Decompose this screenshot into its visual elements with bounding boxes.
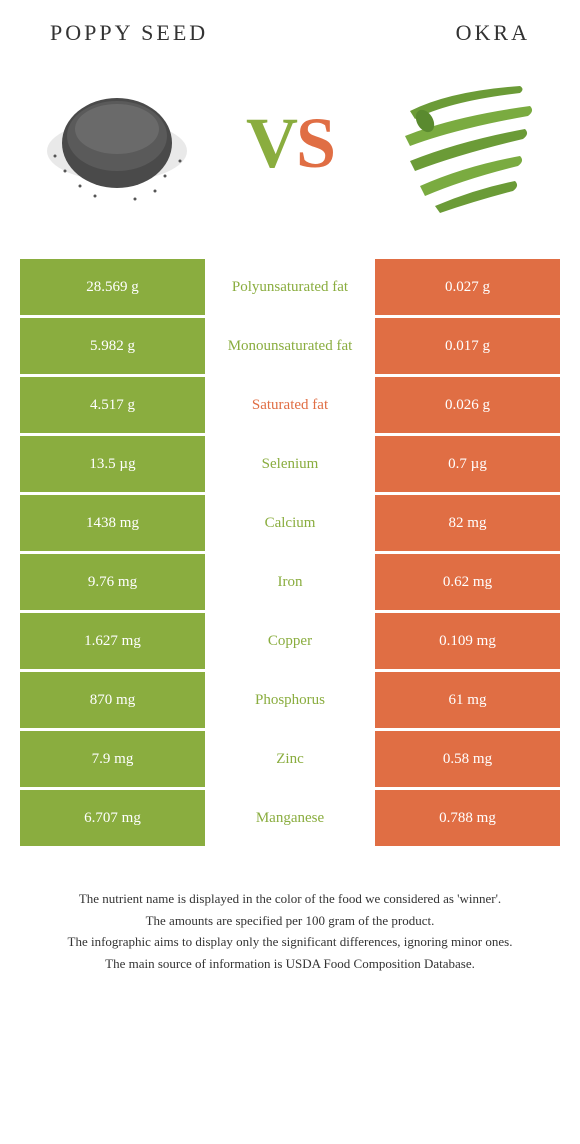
left-value-cell: 4.517 g (20, 377, 205, 433)
table-row: 4.517 gSaturated fat0.026 g (20, 377, 560, 433)
vs-label: VS (246, 102, 334, 185)
table-row: 6.707 mgManganese0.788 mg (20, 790, 560, 846)
left-value-cell: 6.707 mg (20, 790, 205, 846)
nutrient-name-cell: Manganese (205, 790, 375, 846)
table-row: 1.627 mgCopper0.109 mg (20, 613, 560, 669)
header-row: Poppy seed Okra (20, 20, 560, 46)
left-food-title: Poppy seed (50, 20, 208, 46)
table-row: 7.9 mgZinc0.58 mg (20, 731, 560, 787)
footer-text: The nutrient name is displayed in the co… (20, 889, 560, 973)
nutrient-name-cell: Saturated fat (205, 377, 375, 433)
right-value-cell: 0.62 mg (375, 554, 560, 610)
table-row: 1438 mgCalcium82 mg (20, 495, 560, 551)
footer-line-3: The infographic aims to display only the… (40, 932, 540, 952)
right-value-cell: 0.026 g (375, 377, 560, 433)
right-value-cell: 0.58 mg (375, 731, 560, 787)
nutrient-name-cell: Polyunsaturated fat (205, 259, 375, 315)
left-value-cell: 28.569 g (20, 259, 205, 315)
nutrient-name-cell: Zinc (205, 731, 375, 787)
nutrient-name-cell: Calcium (205, 495, 375, 551)
right-value-cell: 0.7 µg (375, 436, 560, 492)
left-food-image (35, 61, 200, 226)
left-value-cell: 7.9 mg (20, 731, 205, 787)
images-row: VS (20, 61, 560, 226)
right-value-cell: 0.027 g (375, 259, 560, 315)
footer-line-1: The nutrient name is displayed in the co… (40, 889, 540, 909)
table-row: 9.76 mgIron0.62 mg (20, 554, 560, 610)
right-food-title: Okra (456, 20, 530, 46)
right-value-cell: 0.017 g (375, 318, 560, 374)
nutrient-name-cell: Copper (205, 613, 375, 669)
right-value-cell: 0.109 mg (375, 613, 560, 669)
right-food-image (380, 61, 545, 226)
nutrient-name-cell: Selenium (205, 436, 375, 492)
footer-line-4: The main source of information is USDA F… (40, 954, 540, 974)
nutrient-name-cell: Monounsaturated fat (205, 318, 375, 374)
left-value-cell: 1438 mg (20, 495, 205, 551)
table-row: 13.5 µgSelenium0.7 µg (20, 436, 560, 492)
right-value-cell: 61 mg (375, 672, 560, 728)
left-value-cell: 13.5 µg (20, 436, 205, 492)
left-value-cell: 870 mg (20, 672, 205, 728)
right-value-cell: 0.788 mg (375, 790, 560, 846)
table-row: 28.569 gPolyunsaturated fat0.027 g (20, 259, 560, 315)
footer-line-2: The amounts are specified per 100 gram o… (40, 911, 540, 931)
comparison-table: 28.569 gPolyunsaturated fat0.027 g5.982 … (20, 256, 560, 849)
left-value-cell: 1.627 mg (20, 613, 205, 669)
table-row: 5.982 gMonounsaturated fat0.017 g (20, 318, 560, 374)
right-value-cell: 82 mg (375, 495, 560, 551)
nutrient-name-cell: Phosphorus (205, 672, 375, 728)
table-row: 870 mgPhosphorus61 mg (20, 672, 560, 728)
left-value-cell: 9.76 mg (20, 554, 205, 610)
left-value-cell: 5.982 g (20, 318, 205, 374)
nutrient-name-cell: Iron (205, 554, 375, 610)
